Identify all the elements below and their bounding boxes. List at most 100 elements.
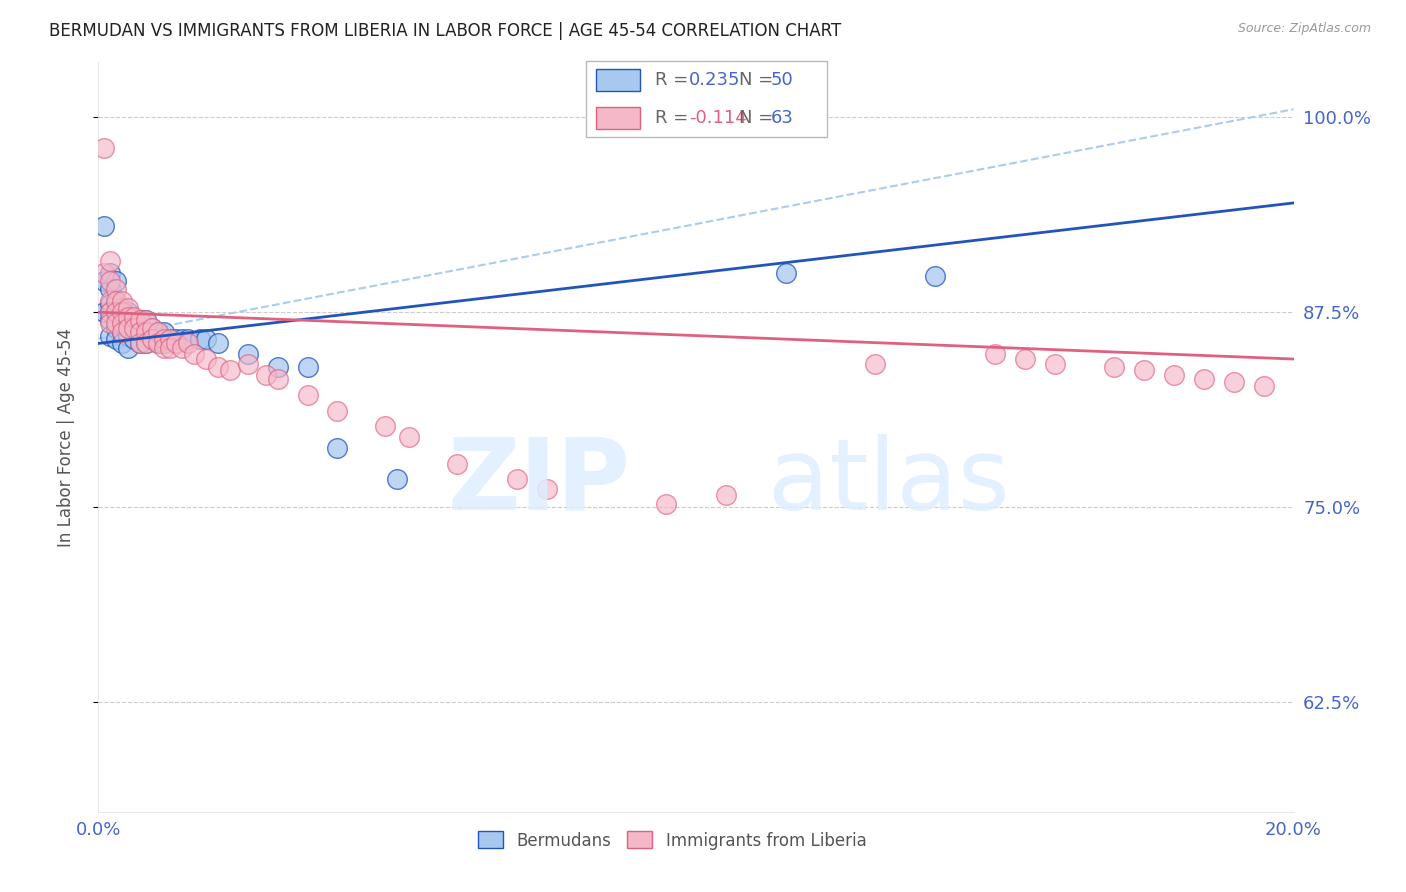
Point	[188, 332, 211, 346]
Point	[105, 320, 128, 334]
Point	[207, 336, 229, 351]
Point	[374, 419, 396, 434]
Text: R =: R =	[655, 109, 693, 127]
Text: 63: 63	[770, 109, 793, 127]
FancyBboxPatch shape	[596, 70, 640, 91]
Point	[297, 359, 319, 374]
Point	[98, 274, 122, 288]
FancyBboxPatch shape	[586, 61, 827, 137]
Point	[195, 351, 218, 366]
Point	[124, 332, 146, 346]
Point	[254, 368, 277, 382]
Point	[159, 332, 181, 346]
Point	[135, 313, 157, 327]
Point	[141, 332, 163, 346]
Point	[165, 336, 187, 351]
Point	[117, 305, 139, 319]
Point	[129, 313, 152, 327]
Point	[536, 482, 558, 496]
Point	[98, 253, 122, 268]
Point	[135, 336, 157, 351]
Point	[129, 336, 152, 351]
Text: Source: ZipAtlas.com: Source: ZipAtlas.com	[1237, 22, 1371, 36]
Point	[129, 336, 152, 351]
Point	[93, 219, 115, 234]
Point	[98, 297, 122, 311]
Point	[219, 363, 242, 377]
Y-axis label: In Labor Force | Age 45-54: In Labor Force | Age 45-54	[56, 327, 75, 547]
FancyBboxPatch shape	[596, 107, 640, 128]
Point	[165, 332, 187, 346]
Point	[153, 336, 176, 351]
Point	[714, 488, 737, 502]
Point	[105, 282, 128, 296]
Point	[172, 332, 194, 346]
Point	[105, 305, 128, 319]
Point	[135, 336, 157, 351]
Point	[267, 359, 290, 374]
Point	[111, 316, 134, 330]
Point	[117, 301, 139, 315]
Point	[1223, 376, 1246, 390]
Point	[98, 294, 122, 309]
Point	[1163, 368, 1185, 382]
Text: N =: N =	[738, 109, 779, 127]
Point	[153, 341, 176, 355]
Point	[135, 326, 157, 340]
Point	[984, 347, 1007, 361]
Point	[267, 372, 290, 386]
Point	[117, 310, 139, 324]
Text: atlas: atlas	[768, 434, 1010, 531]
Point	[153, 332, 176, 346]
Point	[111, 294, 134, 309]
Point	[1043, 357, 1066, 371]
Point	[111, 326, 134, 340]
Point	[98, 316, 122, 330]
Legend: Bermudans, Immigrants from Liberia: Bermudans, Immigrants from Liberia	[468, 822, 876, 860]
Point	[98, 266, 122, 280]
Text: BERMUDAN VS IMMIGRANTS FROM LIBERIA IN LABOR FORCE | AGE 45-54 CORRELATION CHART: BERMUDAN VS IMMIGRANTS FROM LIBERIA IN L…	[49, 22, 841, 40]
Point	[141, 320, 163, 334]
Point	[98, 282, 122, 296]
Point	[93, 141, 115, 155]
Point	[865, 357, 887, 371]
Point	[148, 336, 170, 351]
Point	[446, 457, 468, 471]
Point	[135, 326, 157, 340]
Point	[117, 320, 139, 334]
Text: 50: 50	[770, 71, 793, 89]
Point	[105, 274, 128, 288]
Point	[105, 316, 128, 330]
Point	[506, 472, 529, 486]
Text: 0.235: 0.235	[689, 71, 741, 89]
Point	[124, 320, 146, 334]
Point	[153, 326, 176, 340]
Point	[93, 266, 115, 280]
Point	[117, 316, 139, 330]
Point	[177, 332, 200, 346]
Point	[111, 336, 134, 351]
Point	[148, 326, 170, 340]
Point	[105, 297, 128, 311]
Point	[117, 341, 139, 355]
Point	[1014, 351, 1036, 366]
Point	[141, 320, 163, 334]
Text: R =: R =	[655, 71, 693, 89]
Point	[177, 336, 200, 351]
Point	[117, 328, 139, 343]
Point	[105, 305, 128, 319]
Point	[98, 313, 122, 327]
Point	[207, 359, 229, 374]
Point	[129, 313, 152, 327]
Point	[148, 326, 170, 340]
Point	[111, 305, 134, 319]
Point	[326, 441, 349, 455]
Point	[111, 301, 134, 315]
Text: N =: N =	[738, 71, 779, 89]
Point	[98, 305, 122, 319]
Point	[111, 313, 134, 327]
Point	[129, 326, 152, 340]
Point	[236, 347, 259, 361]
Point	[1192, 372, 1215, 386]
Point	[105, 294, 128, 309]
